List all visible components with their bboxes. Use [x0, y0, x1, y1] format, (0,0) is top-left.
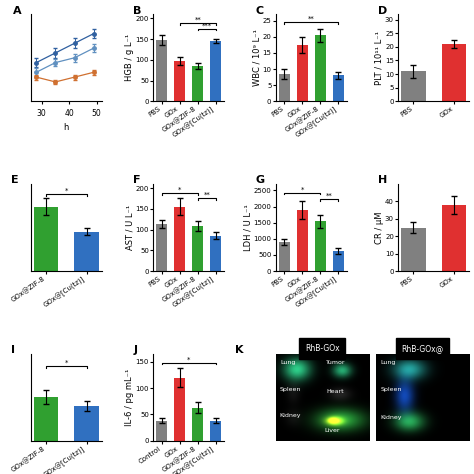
Bar — [210, 41, 221, 101]
Text: *: * — [65, 359, 68, 365]
Bar — [174, 377, 185, 441]
Bar — [315, 35, 326, 101]
Bar — [442, 44, 466, 101]
Bar — [442, 205, 466, 271]
Text: Lung: Lung — [381, 360, 396, 365]
Text: ***: *** — [202, 22, 212, 28]
Text: Spleen: Spleen — [279, 388, 301, 392]
Bar — [315, 221, 326, 271]
Text: **: ** — [203, 192, 210, 198]
Bar — [279, 74, 290, 101]
Text: Kidney: Kidney — [279, 412, 301, 418]
Title: RhB-GOx: RhB-GOx — [305, 344, 339, 353]
Bar — [74, 232, 99, 271]
Bar — [34, 207, 58, 271]
Bar — [401, 228, 426, 271]
Text: Heart: Heart — [327, 389, 345, 393]
Bar — [192, 226, 203, 271]
Bar — [297, 45, 308, 101]
Bar — [297, 210, 308, 271]
Bar — [192, 66, 203, 101]
Text: F: F — [133, 175, 141, 185]
Y-axis label: CR / μM: CR / μM — [374, 211, 383, 244]
Text: I: I — [11, 345, 15, 355]
Bar — [174, 207, 185, 271]
Text: E: E — [11, 175, 18, 185]
Bar — [74, 406, 99, 441]
Text: *: * — [65, 188, 68, 194]
Text: J: J — [133, 345, 137, 355]
Text: Spleen: Spleen — [381, 388, 402, 392]
Y-axis label: WBC / 10⁹ L⁻¹: WBC / 10⁹ L⁻¹ — [252, 29, 261, 86]
Bar — [34, 397, 58, 441]
Bar — [333, 251, 344, 271]
Text: D: D — [378, 6, 387, 16]
Bar — [279, 242, 290, 271]
Bar — [333, 75, 344, 101]
Bar — [192, 408, 203, 441]
Text: *: * — [301, 186, 304, 192]
Text: Kidney: Kidney — [381, 415, 402, 419]
Bar — [210, 421, 221, 441]
Title: RhB-GOx@: RhB-GOx@ — [401, 344, 444, 353]
Y-axis label: PLT / 10¹¹ L⁻¹: PLT / 10¹¹ L⁻¹ — [374, 31, 383, 85]
Text: Liver: Liver — [324, 428, 339, 433]
Text: C: C — [256, 6, 264, 16]
Text: **: ** — [308, 16, 315, 22]
Bar — [156, 224, 167, 271]
Text: K: K — [235, 345, 244, 355]
Bar — [156, 421, 167, 441]
Y-axis label: AST / U L⁻¹: AST / U L⁻¹ — [125, 205, 134, 250]
Text: **: ** — [326, 193, 333, 199]
Bar — [174, 61, 185, 101]
Y-axis label: IL-6 / pg mL⁻¹: IL-6 / pg mL⁻¹ — [125, 369, 134, 426]
Bar — [401, 72, 426, 101]
Text: *: * — [178, 187, 182, 192]
Y-axis label: LDH / U L⁻¹: LDH / U L⁻¹ — [243, 204, 252, 251]
Text: A: A — [13, 6, 22, 16]
Text: **: ** — [194, 17, 201, 23]
Text: *: * — [187, 356, 191, 362]
Bar — [210, 236, 221, 271]
Text: G: G — [256, 175, 265, 185]
Text: H: H — [378, 175, 387, 185]
Text: B: B — [133, 6, 142, 16]
Y-axis label: HGB / g L⁻¹: HGB / g L⁻¹ — [125, 34, 134, 82]
Text: Tumor: Tumor — [326, 360, 346, 365]
Text: Lung: Lung — [280, 360, 296, 365]
X-axis label: h: h — [64, 123, 69, 132]
Bar — [156, 40, 167, 101]
